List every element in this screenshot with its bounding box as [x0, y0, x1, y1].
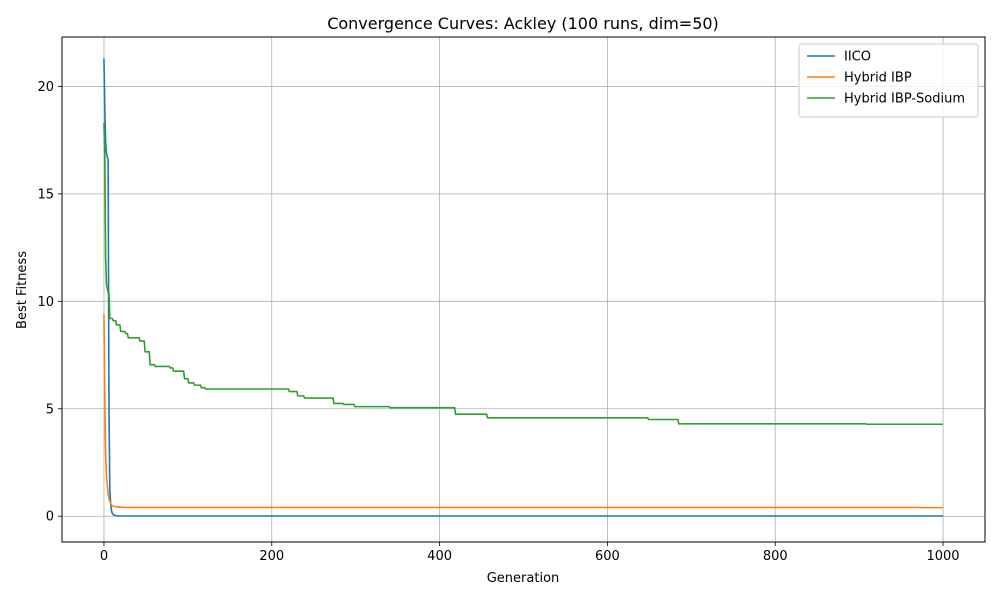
chart-title: Convergence Curves: Ackley (100 runs, di…	[327, 14, 719, 33]
legend-box	[798, 43, 979, 118]
y-axis-label: Best Fitness	[15, 251, 30, 329]
y-tick-label: 10	[37, 295, 54, 310]
legend-label-0: IICO	[844, 50, 871, 65]
x-axis-label: Generation	[487, 571, 560, 586]
y-tick-label: 15	[37, 187, 54, 202]
x-tick-label: 800	[763, 549, 788, 564]
y-tick-label: 5	[46, 402, 54, 417]
legend[interactable]: IICO Hybrid IBP Hybrid IBP-Sodium	[798, 43, 979, 118]
x-tick-label: 0	[100, 549, 108, 564]
series-line-2	[103, 122, 944, 426]
x-tick-label: 1000	[926, 549, 959, 564]
plot-area-frame	[61, 36, 986, 543]
legend-label-2: Hybrid IBP-Sodium	[844, 92, 965, 107]
x-tick-label: 600	[595, 549, 620, 564]
y-tick-label: 0	[46, 510, 54, 525]
series-line-0	[103, 58, 944, 517]
x-tick-label: 200	[259, 549, 284, 564]
legend-label-1: Hybrid IBP	[844, 71, 912, 86]
series-lines	[103, 58, 944, 517]
series-line-1	[103, 314, 944, 509]
x-tick-label: 400	[427, 549, 452, 564]
axis-ticks: 0 200 400 600 800 1000 0 5 10 15 20	[37, 80, 959, 564]
y-tick-label: 20	[37, 80, 54, 95]
